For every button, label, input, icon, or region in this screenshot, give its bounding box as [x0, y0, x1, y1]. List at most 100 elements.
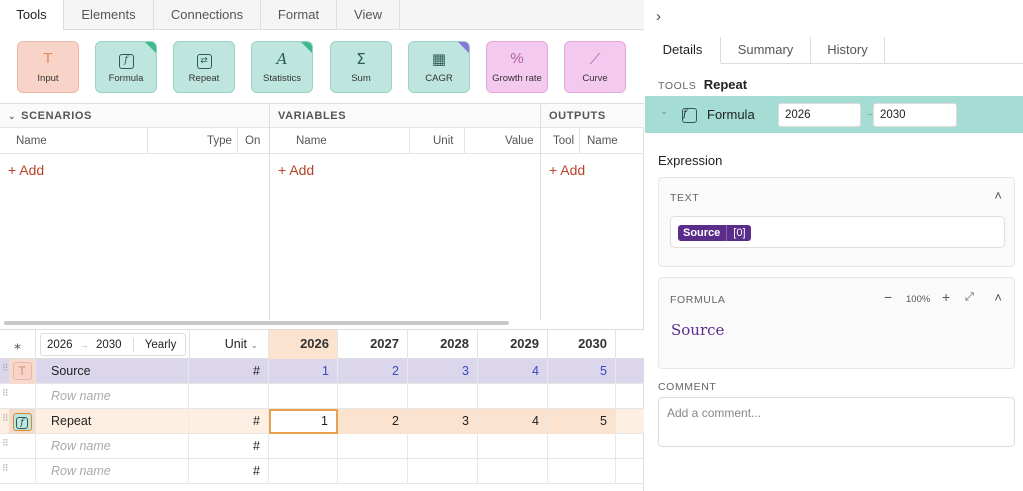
value-cell[interactable] [269, 434, 338, 459]
value-cell[interactable] [478, 434, 548, 459]
value-cell[interactable] [338, 384, 408, 409]
value-cell[interactable] [548, 434, 616, 459]
drag-handle-icon[interactable]: ⠿ [2, 413, 9, 423]
value-cell[interactable]: 3 [408, 359, 478, 384]
period-select[interactable]: Yearly [144, 339, 177, 352]
table-row-empty[interactable]: ⠿ Row name # [0, 459, 644, 484]
comment-textarea[interactable]: Add a comment... [658, 397, 1015, 447]
tab-details[interactable]: Details [645, 37, 721, 64]
row-name-placeholder[interactable]: Row name [36, 434, 189, 459]
row-unit[interactable]: # [189, 409, 269, 434]
asterisk-icon[interactable]: ⁎ [0, 330, 36, 359]
value-cell[interactable] [269, 459, 338, 484]
drag-handle-icon[interactable]: ⠿ [2, 363, 9, 373]
drag-handle-icon[interactable]: ⠿ [2, 463, 9, 473]
col-tool: Tool [553, 135, 575, 147]
tool-name: Repeat [703, 77, 748, 92]
row-name-placeholder[interactable]: Row name [36, 459, 189, 484]
year-header-2030[interactable]: 2030 [548, 330, 616, 359]
value-cell[interactable] [338, 459, 408, 484]
row-unit[interactable]: # [189, 434, 269, 459]
tab-view[interactable]: View [337, 0, 400, 30]
tool-input-button[interactable]: T Input [17, 41, 79, 93]
value-cell[interactable]: 5 [548, 359, 616, 384]
tool-cagr-button[interactable]: ▦ CAGR [408, 41, 470, 93]
scenarios-header[interactable]: ⌄ SCENARIOS [0, 104, 269, 128]
expression-text-input[interactable]: Source [0] [670, 216, 1005, 248]
tool-statistics-button[interactable]: A Statistics [251, 41, 313, 93]
table-row-empty[interactable]: ⠿ Row name [0, 384, 644, 409]
table-row-source[interactable]: ⠿ T Source # 1 2 3 4 5 [0, 359, 644, 384]
formula-icon: f [12, 413, 32, 431]
drag-handle-icon[interactable]: ⠿ [2, 388, 9, 398]
expand-icon[interactable]: ⤢ [965, 291, 974, 303]
tool-growth-rate-button[interactable]: % Growth rate [486, 41, 548, 93]
row-name[interactable]: Repeat [36, 409, 189, 434]
value-cell[interactable]: 1 [269, 359, 338, 384]
value-cell[interactable] [408, 434, 478, 459]
horizontal-scrollbar[interactable] [4, 321, 509, 325]
add-output-button[interactable]: + Add [549, 162, 586, 178]
tab-format[interactable]: Format [261, 0, 337, 30]
value-cell[interactable] [408, 459, 478, 484]
value-cell-selected[interactable]: 1 [269, 409, 338, 434]
tab-history[interactable]: History [811, 37, 885, 64]
value-cell[interactable]: 4 [478, 409, 548, 434]
to-year-input[interactable]: 2030 [873, 103, 957, 127]
year-header-2028[interactable]: 2028 [408, 330, 478, 359]
table-row-repeat[interactable]: ⠿ f Repeat # 1 2 3 4 5 [0, 409, 644, 434]
col-unit: Unit [433, 135, 454, 147]
value-cell[interactable] [548, 384, 616, 409]
row-unit[interactable]: # [189, 459, 269, 484]
sigma-icon: Σ [356, 50, 366, 68]
zoom-out-icon[interactable]: − [884, 289, 893, 305]
table-row-empty[interactable]: ⠿ Row name # [0, 434, 644, 459]
unit-header-label: Unit [224, 337, 247, 351]
model-panel: Tools Elements Connections Format View T… [0, 0, 644, 491]
value-cell[interactable] [408, 384, 478, 409]
zoom-in-icon[interactable]: + [942, 289, 951, 305]
tab-summary[interactable]: Summary [721, 37, 811, 64]
value-cell[interactable] [478, 384, 548, 409]
value-cell[interactable]: 3 [408, 409, 478, 434]
tool-repeat-button[interactable]: ⇄ Repeat [173, 41, 235, 93]
row-unit[interactable] [189, 384, 269, 409]
value-cell[interactable]: 2 [338, 359, 408, 384]
year-header-2029[interactable]: 2029 [478, 330, 548, 359]
value-cell[interactable]: 4 [478, 359, 548, 384]
chevron-right-icon[interactable]: › [656, 8, 661, 25]
chevron-down-icon[interactable]: ⌄ [660, 106, 669, 117]
main-tab-bar: Tools Elements Connections Format View [0, 0, 644, 31]
value-cell[interactable] [548, 459, 616, 484]
tab-connections[interactable]: Connections [154, 0, 261, 30]
value-cell[interactable] [478, 459, 548, 484]
year-header-2027[interactable]: 2027 [338, 330, 408, 359]
formula-icon: f [96, 50, 156, 69]
tool-sum-button[interactable]: Σ Sum [330, 41, 392, 93]
tool-formula-button[interactable]: f Formula [95, 41, 157, 93]
drag-handle-icon[interactable]: ⠿ [2, 438, 9, 448]
selected-formula-row[interactable]: ⌄ f Formula 2026 → 2030 [645, 96, 1023, 133]
tab-elements[interactable]: Elements [64, 0, 154, 30]
row-name[interactable]: Source [36, 359, 189, 384]
arrow-right-icon: → [865, 108, 874, 118]
collapse-icon[interactable]: ˄ [994, 188, 1002, 203]
value-cell[interactable] [269, 384, 338, 409]
row-unit[interactable]: # [189, 359, 269, 384]
source-token[interactable]: Source [0] [678, 225, 751, 241]
tab-tools[interactable]: Tools [0, 0, 64, 31]
value-cell[interactable]: 2 [338, 409, 408, 434]
value-cell[interactable] [338, 434, 408, 459]
variables-header: VARIABLES [270, 104, 540, 128]
tool-curve-button[interactable]: ⟋ Curve [564, 41, 626, 93]
add-scenario-button[interactable]: + Add [8, 162, 45, 178]
value-cell[interactable]: 5 [548, 409, 616, 434]
row-name-placeholder[interactable]: Row name [36, 384, 189, 409]
year-header-2026[interactable]: 2026 [269, 330, 338, 359]
col-name: Name [587, 135, 618, 147]
from-year-input[interactable]: 2026 [778, 103, 861, 127]
add-variable-button[interactable]: + Add [278, 162, 315, 178]
collapse-icon[interactable]: ˄ [994, 290, 1002, 305]
unit-column-header[interactable]: Unit ⌄ [189, 330, 269, 359]
year-range-picker[interactable]: 2026 → 2030 Yearly [40, 333, 186, 356]
